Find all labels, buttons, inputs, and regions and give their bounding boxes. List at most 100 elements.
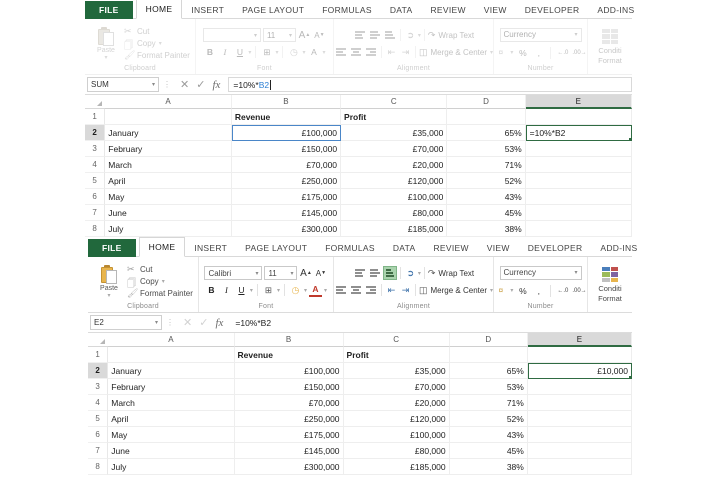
row-header-6[interactable]: 6 [88,427,109,443]
decrease-decimal-button[interactable]: .00→ [572,287,587,294]
tab-formulas[interactable]: FORMULAS [325,243,375,253]
cell-d8[interactable]: 38% [447,221,526,237]
chevron-down-icon[interactable]: ▾ [158,41,162,47]
align-bottom-button[interactable] [382,266,397,280]
cut-button[interactable]: Cut [127,264,193,275]
cell-a8[interactable]: July [105,221,232,237]
italic-button[interactable]: I [225,285,228,295]
tab-file[interactable]: FILE [88,239,136,257]
chevron-down-icon[interactable]: ▾ [417,270,421,277]
cell-e7[interactable] [527,443,632,459]
cell-b2[interactable]: £100,000 [234,363,344,379]
chevron-down-icon[interactable]: ▾ [288,32,292,39]
cell-b5[interactable]: £250,000 [231,173,342,189]
paste-button[interactable]: Paste ▾ [90,26,122,61]
copy-button[interactable]: Copy ▾ [127,276,193,292]
cell-a6[interactable]: May [108,427,235,443]
insert-function-icon[interactable]: fx [215,316,224,329]
column-header-d[interactable]: D [447,95,526,109]
column-header-c[interactable]: C [341,95,448,109]
row-header-2[interactable]: 2 [85,125,106,141]
cell-b4[interactable]: £70,000 [234,395,344,411]
align-left-button[interactable] [334,283,348,297]
chevron-down-icon[interactable]: ▾ [154,320,158,326]
cell-b3[interactable]: £150,000 [234,379,344,395]
cell-e4[interactable] [527,395,632,411]
cell-b7[interactable]: £145,000 [234,443,344,459]
chevron-down-icon[interactable]: ▾ [151,82,155,88]
chevron-down-icon[interactable]: ▾ [574,32,578,38]
cell-e6[interactable] [525,189,633,205]
decrease-indent-button[interactable]: ⇤ [385,283,398,297]
chevron-down-icon[interactable]: ▾ [104,55,108,61]
cell-c5[interactable]: £120,000 [341,173,448,189]
tab-data[interactable]: DATA [389,5,413,15]
shrink-font-button[interactable]: A ▼ [315,268,327,278]
paste-button[interactable]: Paste ▾ [93,264,125,299]
confirm-formula-icon[interactable]: ✓ [196,79,206,91]
cell-b6[interactable]: £175,000 [234,427,344,443]
chevron-down-icon[interactable]: ▾ [489,49,493,56]
cell-e2[interactable]: £10,000 [527,363,632,379]
copy-button[interactable]: Copy ▾ [124,38,190,54]
cell-d4[interactable]: 71% [447,157,526,173]
align-right-button[interactable] [364,283,378,297]
spreadsheet-grid-bottom[interactable]: A B C D E 1 Revenue Profit 2 January £10… [88,333,632,475]
ribbon-tabs-bottom[interactable]: FILE HOME INSERT PAGE LAYOUT FORMULAS DA… [88,237,637,257]
cell-a5[interactable]: April [108,411,235,427]
column-header-c[interactable]: C [343,333,450,347]
conditional-formatting-button[interactable]: Conditi Format [593,29,627,65]
chevron-down-icon[interactable]: ▾ [276,287,280,294]
cut-button[interactable]: Cut [124,26,190,37]
tab-insert[interactable]: INSERT [194,243,228,253]
chevron-down-icon[interactable]: ▾ [253,32,257,39]
chevron-down-icon[interactable]: ▾ [248,49,252,56]
fill-color-button[interactable]: ◷ [287,45,300,59]
row-header-1[interactable]: 1 [88,347,109,363]
cell-c8[interactable]: £185,000 [341,221,448,237]
column-header-e[interactable]: E [525,95,632,109]
cell-c1[interactable]: Profit [343,347,450,363]
cell-d7[interactable]: 45% [447,205,526,221]
number-format-select[interactable]: Currency ▾ [499,27,582,42]
align-center-button[interactable] [349,45,363,59]
align-right-button[interactable] [364,45,378,59]
chevron-down-icon[interactable]: ▾ [255,270,259,277]
chevron-down-icon[interactable]: ▾ [302,49,306,56]
chevron-down-icon[interactable]: ▾ [574,270,578,276]
borders-button[interactable]: ⊞ [263,46,271,57]
tab-home[interactable]: HOME [138,237,186,257]
align-middle-button[interactable] [368,28,382,42]
select-all-corner[interactable] [88,333,109,347]
cell-a6[interactable]: May [105,189,232,205]
tab-developer[interactable]: DEVELOPER [527,243,583,253]
align-middle-button[interactable] [368,266,382,280]
cell-b5[interactable]: £250,000 [234,411,344,427]
cell-b6[interactable]: £175,000 [231,189,342,205]
row-header-3[interactable]: 3 [88,379,109,395]
cell-d5[interactable]: 52% [449,411,528,427]
shrink-font-button[interactable]: A ▼ [314,30,325,40]
cell-b4[interactable]: £70,000 [231,157,342,173]
cell-c6[interactable]: £100,000 [341,189,448,205]
format-painter-button[interactable]: Format Painter [127,288,193,299]
align-top-button[interactable] [353,266,367,280]
tab-home[interactable]: HOME [135,0,183,19]
cell-b7[interactable]: £145,000 [231,205,342,221]
underline-button[interactable]: U [238,285,245,295]
chevron-down-icon[interactable]: ▾ [417,32,421,39]
grow-font-button[interactable]: A ▲ [298,29,311,41]
increase-decimal-button[interactable]: ←.0 [557,287,569,294]
tab-view[interactable]: VIEW [483,5,507,15]
tab-insert[interactable]: INSERT [191,5,225,15]
row-header-5[interactable]: 5 [85,173,106,189]
cell-d1[interactable] [449,347,528,363]
cell-d8[interactable]: 38% [449,459,528,475]
cell-e8[interactable] [525,221,633,237]
chevron-down-icon[interactable]: ▾ [489,287,493,294]
cell-e2[interactable]: =10%*B2 [525,125,632,141]
increase-indent-button[interactable]: ⇥ [399,45,412,59]
wrap-text-button[interactable]: ↷ Wrap Text [428,268,474,279]
cell-e5[interactable] [527,411,632,427]
name-box-bottom[interactable]: E2 ▾ [90,315,162,330]
